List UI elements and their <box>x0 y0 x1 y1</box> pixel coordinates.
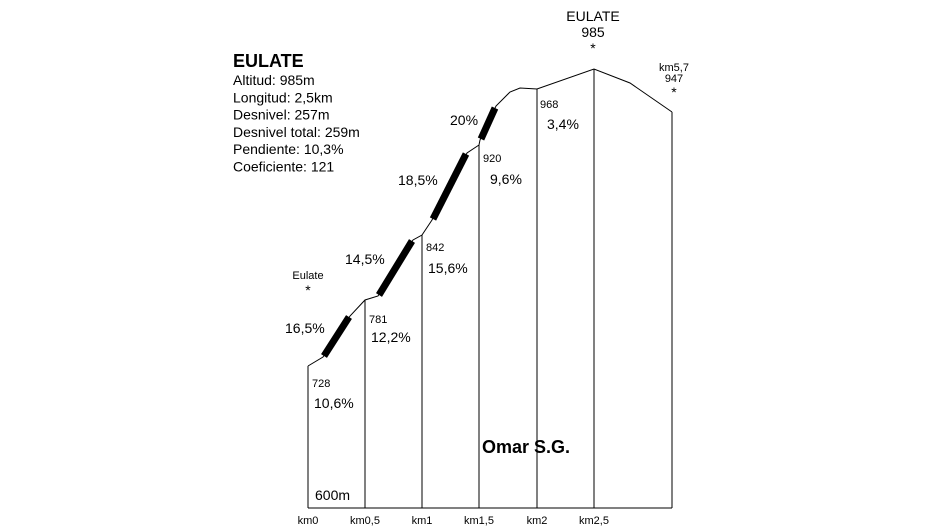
end-altitude: 947 <box>665 73 683 85</box>
segment-gradient: 10,6% <box>314 395 354 411</box>
km-label: km0,5 <box>350 515 380 527</box>
segment-altitude: 920 <box>483 153 501 165</box>
info-title: EULATE <box>233 51 304 71</box>
segment-altitude: 968 <box>540 99 558 111</box>
base-altitude: 600m <box>315 487 350 503</box>
summit-altitude: 985 <box>581 24 605 40</box>
segment-altitude: 842 <box>426 242 444 254</box>
steep-bar <box>376 239 415 297</box>
info-stat: Pendiente: 10,3% <box>233 141 344 157</box>
km-label: km2 <box>527 515 548 527</box>
km-label: km1 <box>412 515 433 527</box>
km-label: km2,5 <box>579 515 609 527</box>
profile-line <box>307 68 673 367</box>
km-label: km0 <box>298 515 319 527</box>
steep-gradient: 16,5% <box>285 320 325 336</box>
steep-bar <box>321 315 352 358</box>
info-stat: Altitud: 985m <box>233 72 315 88</box>
info-stat: Longitud: 2,5km <box>233 89 333 105</box>
steep-bars <box>321 106 499 358</box>
steep-gradient: 20% <box>450 112 478 128</box>
end-km: km5,7 <box>659 62 689 74</box>
info-stat: Desnivel: 257m <box>233 107 330 123</box>
steep-gradient: 14,5% <box>345 251 385 267</box>
steep-gradient: 18,5% <box>398 172 438 188</box>
segment-gradient: 15,6% <box>428 260 468 276</box>
start-name: Eulate <box>292 270 323 282</box>
summit-marker: * <box>590 40 596 56</box>
start-marker: * <box>305 282 311 298</box>
end-marker: * <box>671 84 677 100</box>
segment-altitude: 781 <box>369 314 387 326</box>
steep-bar <box>477 106 499 141</box>
summit-name: EULATE <box>566 8 619 24</box>
segment-altitude: 728 <box>312 378 330 390</box>
km-lines <box>307 69 673 509</box>
segment-gradient: 9,6% <box>490 171 522 187</box>
info-stat: Desnivel total: 259m <box>233 124 360 140</box>
info-stat: Coeficiente: 121 <box>233 159 334 175</box>
author: Omar S.G. <box>482 437 570 457</box>
steep-bar <box>429 152 470 221</box>
km-label: km1,5 <box>464 515 494 527</box>
segment-gradient: 12,2% <box>371 329 411 345</box>
segment-gradient: 3,4% <box>547 116 579 132</box>
